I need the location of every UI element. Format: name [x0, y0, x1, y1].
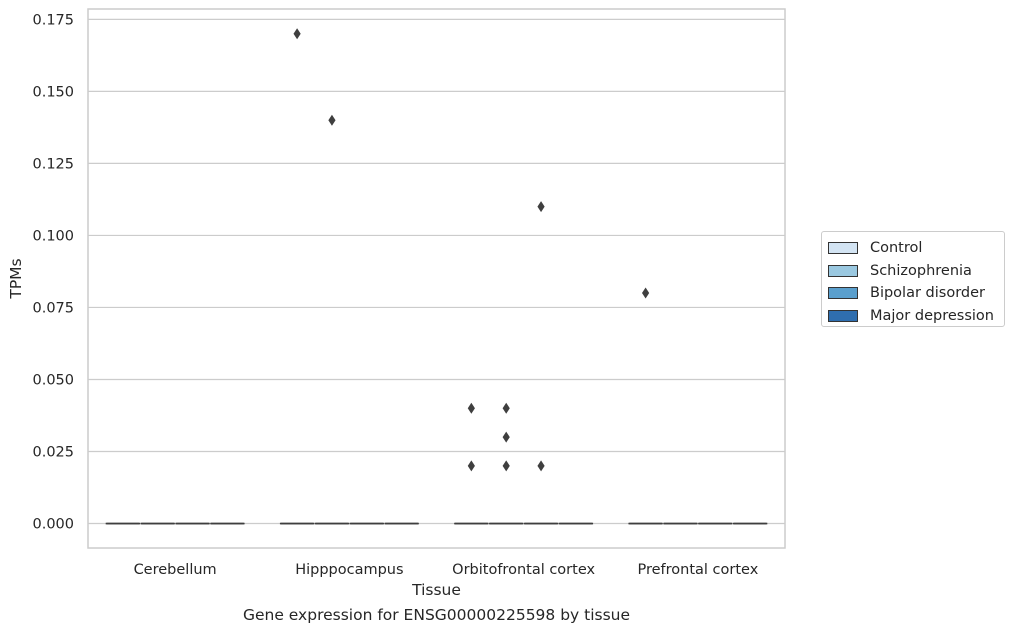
y-tick-label: 0.100 — [32, 228, 74, 244]
outlier-point — [328, 115, 335, 126]
y-tick-label: 0.125 — [32, 156, 74, 172]
outlier-point — [503, 403, 510, 414]
y-tick-label: 0.050 — [32, 372, 74, 388]
y-axis-label: TPMs — [7, 258, 25, 299]
outlier-point — [503, 460, 510, 471]
outlier-point — [537, 460, 544, 471]
legend-swatch — [828, 242, 858, 254]
x-tick-label: Hipppocampus — [295, 562, 403, 578]
y-tick-label: 0.175 — [32, 12, 74, 28]
plot-frame — [88, 9, 785, 548]
legend: Control Schizophrenia Bipolar disorder Majo… — [821, 231, 1005, 327]
legend-label: Bipolar disorder — [870, 285, 985, 301]
legend-item: Schizophrenia — [828, 260, 1004, 283]
x-tick-label: Prefrontal cortex — [637, 562, 758, 578]
legend-swatch — [828, 287, 858, 299]
legend-item: Bipolar disorder — [828, 282, 1004, 305]
outlier-point — [468, 460, 475, 471]
legend-swatch — [828, 310, 858, 322]
legend-label: Control — [870, 240, 922, 256]
y-tick-label: 0.150 — [32, 84, 74, 100]
x-tick-label: Cerebellum — [134, 562, 217, 578]
y-tick-label: 0.000 — [32, 517, 74, 533]
legend-item: Major depression — [828, 305, 1004, 328]
outlier-point — [642, 288, 649, 299]
x-axis-label: Tissue — [411, 581, 461, 599]
outlier-point — [294, 28, 301, 39]
outlier-point — [503, 432, 510, 443]
legend-label: Schizophrenia — [870, 263, 972, 279]
outlier-point — [537, 201, 544, 212]
legend-label: Major depression — [870, 308, 994, 324]
outlier-point — [468, 403, 475, 414]
y-tick-label: 0.025 — [32, 444, 74, 460]
figure-caption: Gene expression for ENSG00000225598 by t… — [0, 606, 873, 624]
x-tick-label: Orbitofrontal cortex — [452, 562, 595, 578]
y-tick-label: 0.075 — [32, 300, 74, 316]
legend-swatch — [828, 265, 858, 277]
legend-item: Control — [828, 237, 1004, 260]
